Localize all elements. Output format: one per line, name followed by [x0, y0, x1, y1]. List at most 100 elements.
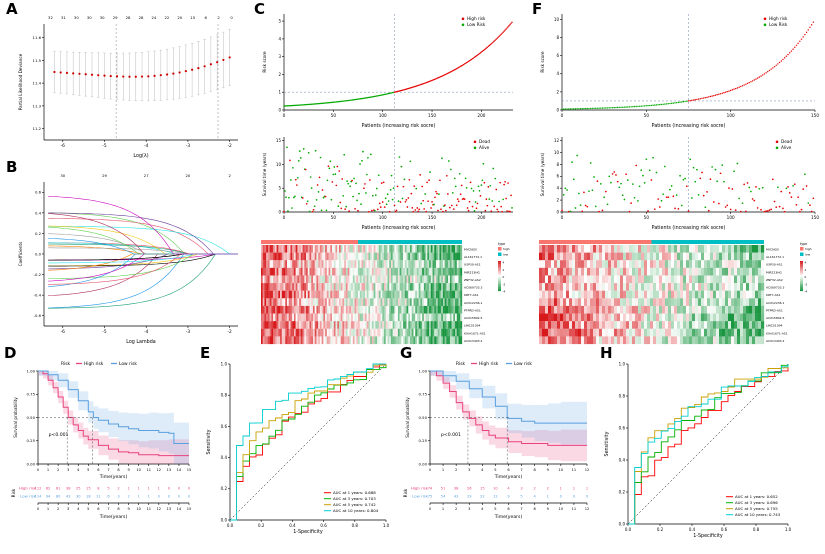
svg-text:0.2: 0.2 — [258, 523, 265, 528]
svg-text:11.5: 11.5 — [33, 58, 42, 63]
panel-f-expression-heatmap: MYCNOS AL161772.1 USP30-AS1 MIR223HG ZNF32-A… — [536, 234, 822, 348]
svg-text:0.0: 0.0 — [619, 521, 626, 526]
svg-text:6: 6 — [556, 53, 559, 58]
svg-text:1: 1 — [586, 486, 588, 490]
svg-text:1: 1 — [560, 486, 562, 490]
svg-text:type: type — [800, 242, 807, 246]
svg-text:Risk: Risk — [61, 361, 71, 367]
svg-text:15: 15 — [86, 486, 91, 490]
svg-text:-2: -2 — [503, 282, 506, 286]
svg-text:High risk: High risk — [479, 361, 499, 367]
svg-text:Alive: Alive — [781, 145, 792, 150]
svg-text:12: 12 — [585, 507, 590, 511]
svg-text:13: 13 — [167, 468, 172, 472]
svg-text:29: 29 — [102, 173, 107, 178]
svg-text:Patients (increasing risk socr: Patients (increasing risk socre) — [362, 123, 436, 129]
svg-text:0.0: 0.0 — [35, 251, 42, 256]
svg-text:12: 12 — [157, 468, 162, 472]
svg-text:8: 8 — [534, 507, 537, 511]
svg-text:4: 4 — [805, 261, 807, 265]
svg-text:7: 7 — [520, 507, 522, 511]
svg-text:18: 18 — [86, 494, 91, 498]
svg-text:5: 5 — [278, 19, 281, 24]
svg-text:2: 2 — [556, 197, 559, 202]
panel-h-roc-curve: 0.0 0.0 0.2 0.2 0.4 0.4 0.6 0.6 0.8 0.8 1.0 1.0 AUC … — [600, 356, 818, 550]
svg-text:150: 150 — [811, 215, 819, 220]
svg-text:Sensitivity: Sensitivity — [604, 431, 610, 456]
svg-text:3: 3 — [67, 507, 69, 511]
svg-text:7: 7 — [520, 468, 522, 472]
svg-text:-2: -2 — [228, 143, 233, 149]
svg-text:9: 9 — [547, 468, 550, 472]
svg-text:KRT7-AS1: KRT7-AS1 — [464, 293, 479, 297]
svg-text:8: 8 — [534, 468, 537, 472]
svg-text:200: 200 — [477, 113, 485, 118]
panel-f-survival-scatter: 0 50 100 150 0 2 4 6 8 10 12 Dead Alive Survival time… — [536, 131, 820, 232]
svg-text:3: 3 — [117, 494, 119, 498]
svg-text:0.6: 0.6 — [320, 523, 327, 528]
svg-text:12: 12 — [157, 507, 162, 511]
svg-text:AC069733.3: AC069733.3 — [766, 286, 785, 290]
svg-text:Time(years): Time(years) — [99, 474, 128, 480]
svg-text:2: 2 — [547, 486, 549, 490]
svg-text:8: 8 — [97, 486, 100, 490]
svg-text:15: 15 — [190, 15, 195, 20]
svg-text:-6: -6 — [61, 329, 66, 335]
svg-text:-6: -6 — [61, 143, 66, 149]
svg-text:9: 9 — [547, 507, 550, 511]
svg-text:0.8: 0.8 — [619, 393, 626, 398]
svg-text:1: 1 — [47, 507, 49, 511]
svg-text:low: low — [805, 253, 811, 257]
svg-text:6: 6 — [507, 468, 510, 472]
svg-text:2: 2 — [57, 507, 59, 511]
svg-text:38: 38 — [454, 486, 459, 490]
svg-text:0: 0 — [188, 486, 191, 490]
svg-text:6: 6 — [556, 174, 559, 179]
svg-text:Log(λ): Log(λ) — [133, 153, 148, 159]
svg-text:0.4: 0.4 — [35, 210, 42, 215]
svg-text:0.2: 0.2 — [619, 489, 626, 494]
svg-text:0: 0 — [556, 209, 559, 214]
panel-c-expression-heatmap: MYCNOS AL161772.1 USP30-AS1 MIR223HG ZNF32-A… — [258, 234, 520, 348]
svg-text:2: 2 — [455, 468, 457, 472]
svg-text:1.0: 1.0 — [221, 361, 228, 366]
svg-text:AC012236.1: AC012236.1 — [766, 301, 785, 305]
svg-text:1.00: 1.00 — [419, 368, 428, 373]
svg-text:1: 1 — [278, 90, 281, 95]
svg-text:0: 0 — [283, 113, 286, 118]
svg-text:7: 7 — [107, 507, 109, 511]
svg-text:10: 10 — [554, 150, 560, 155]
svg-text:5: 5 — [494, 507, 496, 511]
svg-text:1: 1 — [547, 494, 549, 498]
svg-text:0.4: 0.4 — [689, 527, 696, 532]
svg-text:1.0: 1.0 — [383, 523, 390, 528]
panel-label-b: B — [6, 158, 18, 176]
panel-label-f: F — [532, 0, 543, 18]
svg-text:4: 4 — [481, 468, 484, 472]
svg-text:6: 6 — [97, 507, 100, 511]
svg-text:0.4: 0.4 — [221, 455, 228, 460]
svg-text:Low risk: Low risk — [20, 493, 37, 498]
svg-text:Low Risk: Low Risk — [467, 22, 486, 27]
svg-text:6: 6 — [97, 468, 100, 472]
svg-text:AL161772.1: AL161772.1 — [766, 255, 784, 259]
svg-text:26: 26 — [467, 486, 472, 490]
svg-text:0: 0 — [37, 507, 40, 511]
svg-text:150: 150 — [811, 113, 819, 118]
svg-text:0: 0 — [278, 107, 281, 112]
svg-text:Coefficients: Coefficients — [18, 242, 23, 267]
svg-text:2: 2 — [228, 173, 231, 178]
svg-text:30: 30 — [74, 15, 79, 20]
svg-text:80: 80 — [56, 494, 61, 498]
svg-text:-2: -2 — [805, 282, 808, 286]
svg-text:150: 150 — [428, 215, 436, 220]
svg-text:1: 1 — [573, 486, 575, 490]
svg-text:Dead: Dead — [781, 139, 792, 144]
svg-text:0.50: 0.50 — [419, 415, 428, 420]
svg-text:31: 31 — [61, 15, 66, 20]
svg-text:1.0: 1.0 — [785, 527, 792, 532]
svg-text:0.6: 0.6 — [221, 424, 228, 429]
svg-text:12: 12 — [493, 494, 498, 498]
svg-text:0.4: 0.4 — [289, 523, 296, 528]
